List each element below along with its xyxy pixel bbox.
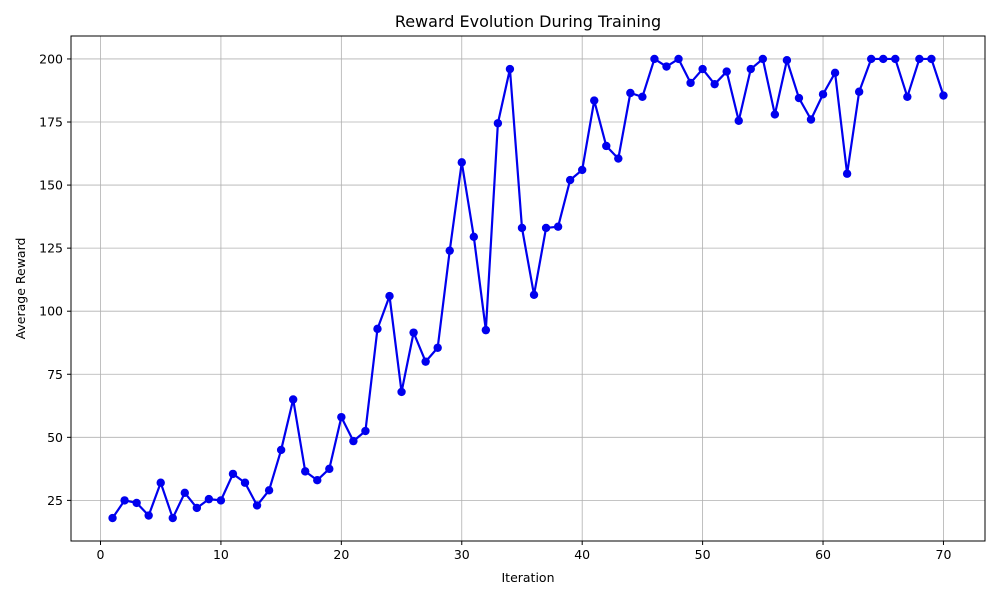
- y-tick-label: 50: [47, 430, 63, 445]
- x-tick-label: 0: [97, 547, 105, 562]
- data-point: [806, 115, 816, 124]
- data-point: [361, 426, 370, 436]
- data-point: [349, 436, 358, 446]
- x-tick-label: 30: [454, 547, 470, 562]
- data-point: [493, 119, 503, 128]
- x-tick-label: 70: [936, 547, 952, 562]
- data-point: [168, 513, 177, 523]
- data-point: [614, 154, 623, 163]
- data-point: [276, 445, 286, 455]
- data-point: [577, 165, 587, 175]
- data-point: [108, 513, 117, 523]
- data-point: [758, 54, 768, 64]
- data-point: [132, 498, 141, 508]
- y-tick-label: 100: [39, 304, 63, 319]
- y-axis-label: Average Reward: [13, 238, 28, 340]
- x-tick-label: 20: [333, 547, 349, 562]
- data-point: [481, 325, 491, 335]
- data-point: [686, 78, 695, 88]
- data-point: [710, 79, 719, 89]
- y-tick-label: 25: [47, 493, 63, 508]
- data-point: [734, 116, 743, 125]
- data-point: [602, 141, 611, 151]
- data-point: [891, 54, 900, 64]
- data-point: [830, 68, 840, 78]
- data-point: [854, 87, 864, 96]
- data-point: [650, 54, 659, 64]
- data-point: [373, 324, 382, 334]
- data-point: [433, 343, 442, 352]
- grid: [71, 36, 985, 541]
- data-point: [903, 92, 912, 101]
- data-point: [782, 56, 792, 65]
- x-axis-label: Iteration: [501, 570, 554, 585]
- data-point: [288, 395, 298, 404]
- data-point: [156, 478, 165, 487]
- data-point: [180, 488, 189, 498]
- data-point: [867, 54, 876, 64]
- data-point: [204, 494, 214, 504]
- y-tick-label: 175: [39, 115, 63, 130]
- data-point: [770, 110, 780, 119]
- data-point: [409, 328, 418, 337]
- data-point: [818, 90, 828, 99]
- data-point: [120, 496, 129, 505]
- data-point: [674, 54, 683, 64]
- y-tick-label: 200: [39, 51, 63, 66]
- data-point: [541, 223, 551, 233]
- data-point: [421, 357, 430, 366]
- data-point: [313, 476, 322, 485]
- data-point: [264, 486, 274, 495]
- data-point: [698, 64, 707, 74]
- data-point: [553, 222, 563, 231]
- data-point: [505, 64, 515, 74]
- data-point: [337, 412, 346, 422]
- data-point: [325, 464, 334, 474]
- x-tick-label: 60: [815, 547, 831, 562]
- data-point: [590, 96, 599, 105]
- data-point: [445, 246, 454, 255]
- data-point: [794, 93, 804, 103]
- data-point: [144, 511, 153, 520]
- data-point: [842, 169, 852, 178]
- data-point: [927, 54, 936, 64]
- data-point: [529, 290, 539, 300]
- plot-frame: [70, 35, 986, 542]
- data-point: [662, 62, 671, 71]
- x-axis-ticks: 0 10 20 30 40 50 60 70: [97, 541, 952, 562]
- data-point: [746, 64, 755, 74]
- data-point: [638, 92, 647, 101]
- data-point: [565, 175, 575, 185]
- data-point: [301, 467, 310, 476]
- data-point: [397, 387, 406, 397]
- x-tick-label: 50: [695, 547, 711, 562]
- data-point: [216, 496, 226, 505]
- x-tick-label: 40: [574, 547, 590, 562]
- series-line: [111, 57, 945, 520]
- y-tick-label: 75: [47, 367, 63, 382]
- data-point: [252, 501, 262, 510]
- data-point: [879, 54, 888, 64]
- series-group: [108, 54, 948, 523]
- chart-title: Reward Evolution During Training: [395, 12, 661, 31]
- data-point: [192, 503, 202, 513]
- data-point: [385, 291, 394, 301]
- data-point: [457, 158, 466, 167]
- y-tick-label: 125: [39, 241, 63, 256]
- data-point: [517, 223, 527, 233]
- y-tick-label: 150: [39, 178, 63, 193]
- data-point: [626, 88, 635, 98]
- data-point: [939, 91, 948, 100]
- data-point: [915, 54, 924, 64]
- x-tick-label: 10: [213, 547, 229, 562]
- data-point: [722, 67, 731, 76]
- y-axis-ticks: 25 50 75 100 125 150 175 200: [39, 51, 71, 508]
- data-point: [240, 478, 250, 487]
- data-point: [469, 232, 479, 241]
- data-point: [228, 469, 238, 479]
